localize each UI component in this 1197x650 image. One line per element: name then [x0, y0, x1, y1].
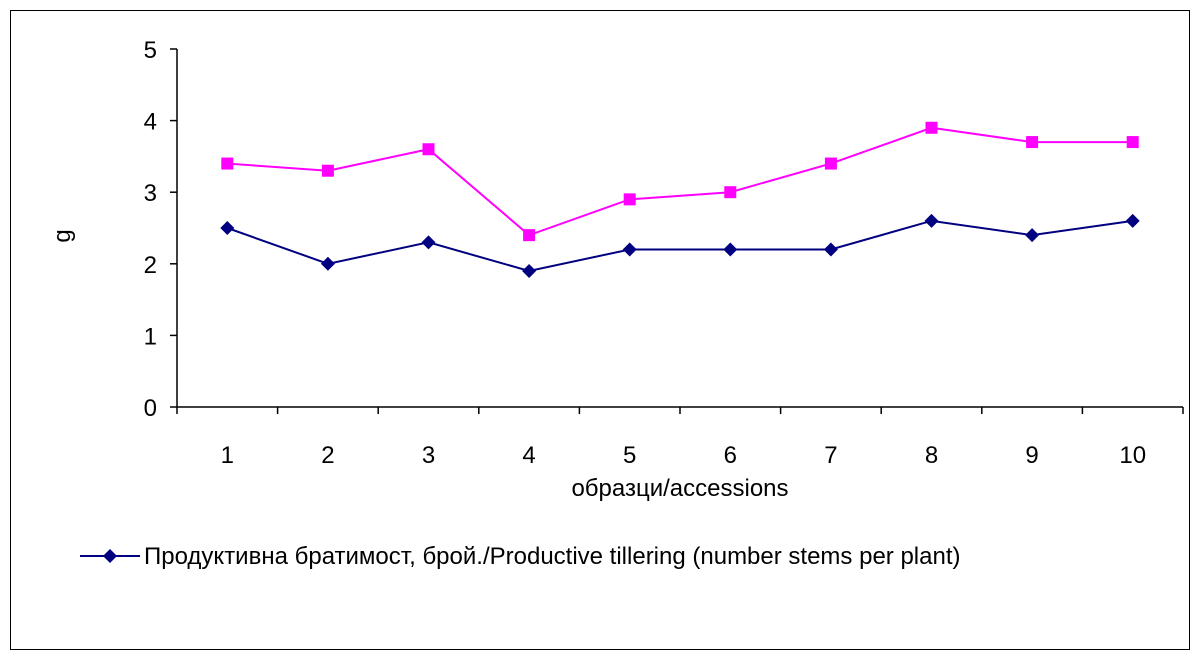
- series-1-point: [320, 256, 335, 271]
- x-tick-label: 10: [1119, 442, 1146, 469]
- series-2-point: [623, 193, 636, 206]
- series-1-point: [220, 221, 235, 235]
- legend-series-1-marker: [80, 549, 140, 563]
- y-tick-label: 0: [144, 395, 157, 422]
- x-tick-label: 7: [824, 442, 837, 469]
- axes: [176, 49, 1183, 408]
- x-tick-label: 5: [623, 442, 636, 469]
- y-axis-ticks: 0 1 2 3 4 5: [144, 37, 177, 422]
- legend-series-1-label: Продуктивна братимост, брой./Productive …: [144, 543, 961, 570]
- x-tick-label: 9: [1025, 442, 1038, 469]
- series-2-point: [321, 164, 334, 177]
- series-layer: [220, 121, 1140, 278]
- series-1-point: [924, 213, 939, 228]
- series-1-point: [823, 242, 838, 257]
- y-tick-label: 3: [144, 180, 157, 207]
- y-tick-label: 5: [144, 37, 157, 64]
- series-2-point: [724, 186, 737, 199]
- series-2-line: [227, 126, 1133, 237]
- series-1-point: [723, 242, 738, 257]
- series-2-point: [925, 121, 938, 134]
- series-2-point: [221, 157, 234, 170]
- x-tick-label: 1: [221, 442, 234, 469]
- series-2-point: [523, 229, 536, 242]
- x-axis-title: образци/accessions: [571, 475, 788, 502]
- series-1-point: [522, 263, 537, 278]
- series-2: [221, 121, 1139, 242]
- line-chart: 0 1 2 3 4 5 1 2 3 4 5 6 7 8 9 10 g образци/accessions: [49, 37, 1184, 502]
- x-axis-ticks: 1 2 3 4 5 6 7 8 9 10: [176, 407, 1184, 469]
- series-1: [220, 213, 1140, 278]
- series-2-point: [422, 143, 435, 156]
- y-tick-label: 4: [144, 109, 157, 136]
- x-tick-label: 2: [321, 442, 334, 469]
- series-1-point: [421, 235, 436, 250]
- series-2-point: [1126, 136, 1139, 149]
- series-1-point: [622, 242, 637, 257]
- series-1-point: [1025, 228, 1040, 243]
- series-2-point: [824, 157, 837, 170]
- series-2-point: [1026, 136, 1039, 149]
- x-tick-label: 6: [724, 442, 737, 469]
- x-tick-label: 4: [522, 442, 535, 469]
- x-tick-label: 3: [422, 442, 435, 469]
- series-1-point: [1125, 213, 1140, 228]
- series-1-line: [226, 219, 1133, 272]
- y-tick-label: 2: [144, 252, 157, 279]
- y-tick-label: 1: [144, 323, 157, 350]
- y-axis-title: g: [49, 229, 76, 242]
- x-tick-label: 8: [925, 442, 938, 469]
